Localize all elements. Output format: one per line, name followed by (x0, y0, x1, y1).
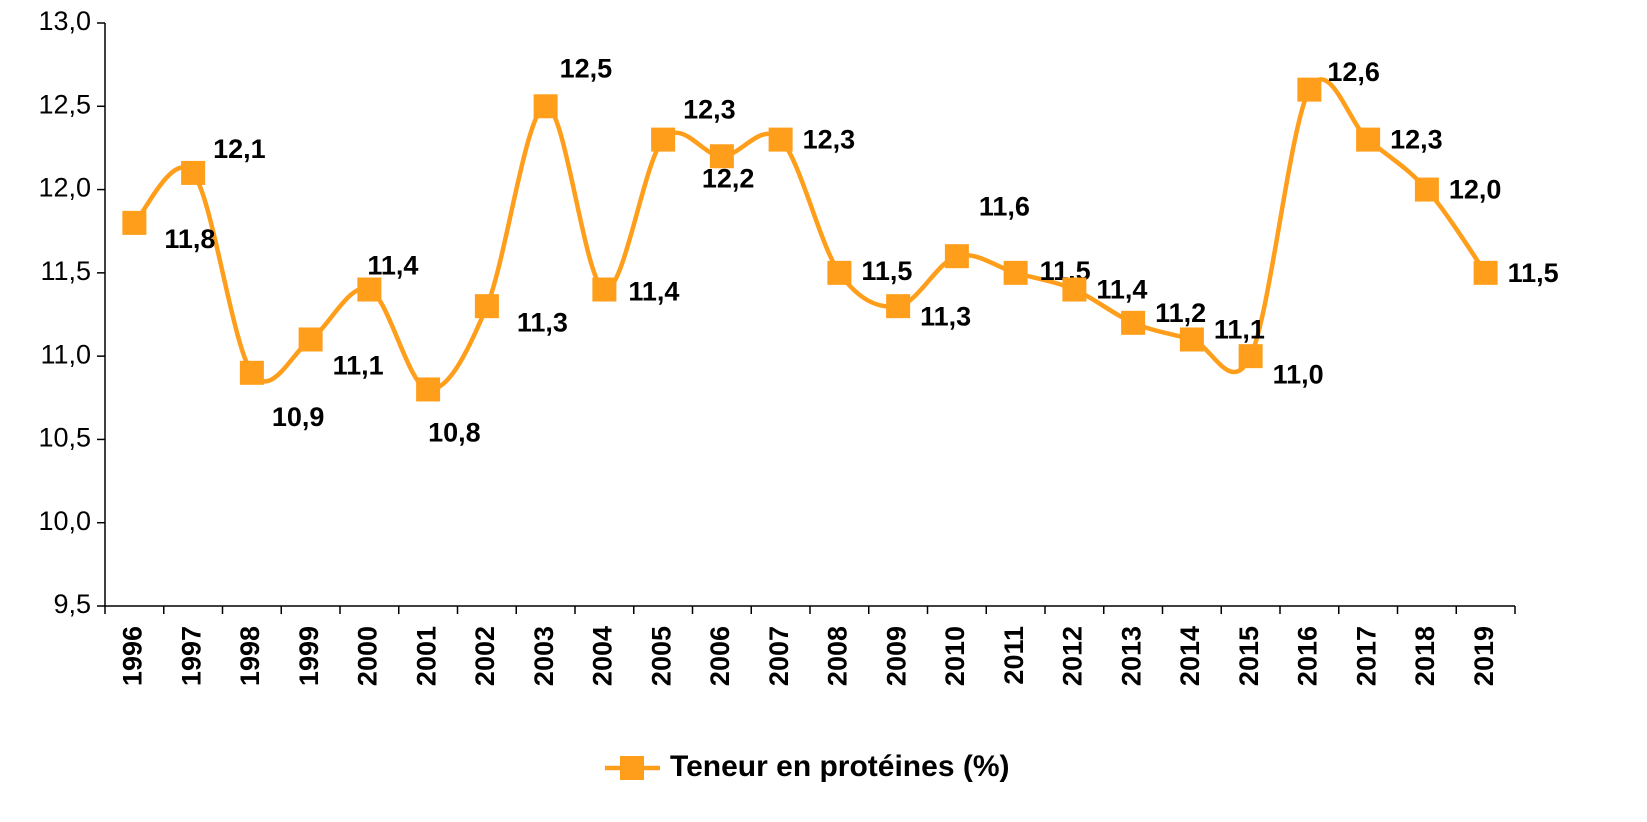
x-tick-label: 2003 (529, 626, 559, 686)
marker (768, 127, 793, 152)
data-label: 11,4 (367, 251, 418, 281)
y-tick-label: 9,5 (53, 589, 91, 619)
marker (1414, 177, 1439, 202)
y-tick-label: 12,5 (38, 89, 91, 119)
marker (122, 210, 147, 235)
marker (651, 127, 676, 152)
x-tick-label: 2005 (646, 626, 676, 686)
marker (1473, 260, 1498, 285)
x-tick-label: 2000 (353, 626, 383, 686)
marker (181, 160, 206, 185)
x-tick-label: 2013 (1116, 626, 1146, 686)
x-tick-label: 2006 (705, 626, 735, 686)
data-label: 11,5 (861, 256, 912, 286)
data-label: 11,3 (920, 301, 971, 331)
marker (1179, 327, 1204, 352)
marker (533, 94, 558, 119)
data-label: 11,1 (333, 351, 384, 381)
marker (1121, 310, 1146, 335)
y-tick-label: 11,0 (40, 339, 91, 369)
x-tick-label: 1996 (118, 626, 148, 686)
marker (1356, 127, 1381, 152)
y-tick-label: 10,0 (38, 506, 91, 536)
data-label: 12,0 (1449, 175, 1502, 205)
x-tick-label: 2009 (881, 626, 911, 686)
data-label: 12,3 (803, 125, 856, 155)
marker (1003, 260, 1028, 285)
y-tick-label: 12,0 (38, 173, 91, 203)
marker (1062, 277, 1087, 302)
marker (357, 277, 382, 302)
x-tick-label: 1997 (176, 626, 206, 686)
data-label: 11,0 (1273, 359, 1324, 389)
x-tick-label: 2004 (588, 626, 618, 686)
x-tick-label: 2016 (1293, 626, 1323, 686)
x-tick-label: 2002 (470, 626, 500, 686)
data-label: 11,3 (517, 307, 568, 337)
x-tick-label: 1998 (235, 626, 265, 686)
marker (1238, 344, 1263, 369)
legend-marker (620, 756, 644, 780)
data-label: 11,2 (1155, 298, 1206, 328)
marker (416, 377, 441, 402)
data-label: 11,4 (1096, 275, 1147, 305)
data-label: 11,4 (628, 277, 679, 307)
data-label: 12,1 (213, 134, 266, 164)
x-tick-label: 2010 (940, 626, 970, 686)
x-tick-label: 2001 (411, 626, 441, 686)
x-tick-label: 2011 (999, 626, 1029, 685)
x-tick-label: 2017 (1351, 626, 1381, 686)
data-label: 12,3 (1390, 125, 1443, 155)
data-label: 12,2 (702, 163, 755, 193)
x-tick-label: 1999 (294, 626, 324, 686)
x-tick-label: 2015 (1234, 626, 1264, 686)
marker (592, 277, 617, 302)
data-label: 12,5 (560, 53, 613, 83)
marker (709, 144, 734, 169)
x-tick-label: 2007 (764, 626, 794, 686)
marker (827, 260, 852, 285)
y-tick-label: 10,5 (38, 423, 91, 453)
y-tick-label: 13,0 (38, 6, 91, 36)
data-label: 10,9 (272, 402, 325, 432)
data-label: 11,1 (1214, 315, 1265, 345)
marker (474, 294, 499, 319)
data-label: 11,8 (164, 224, 215, 254)
y-tick-label: 11,5 (40, 256, 91, 286)
x-tick-label: 2019 (1469, 626, 1499, 686)
legend-label: Teneur en protéines (%) (670, 750, 1010, 783)
x-tick-label: 2018 (1410, 626, 1440, 686)
data-label: 12,6 (1327, 57, 1380, 87)
x-tick-label: 2008 (823, 626, 853, 686)
data-label: 11,5 (1508, 258, 1559, 288)
data-label: 12,3 (683, 95, 736, 125)
marker (239, 360, 264, 385)
marker (298, 327, 323, 352)
x-tick-label: 2012 (1058, 626, 1088, 686)
marker (886, 294, 911, 319)
data-label: 10,8 (428, 418, 481, 448)
marker (1297, 77, 1322, 102)
x-tick-label: 2014 (1175, 626, 1205, 686)
data-label: 11,6 (979, 191, 1030, 221)
marker (944, 244, 969, 269)
